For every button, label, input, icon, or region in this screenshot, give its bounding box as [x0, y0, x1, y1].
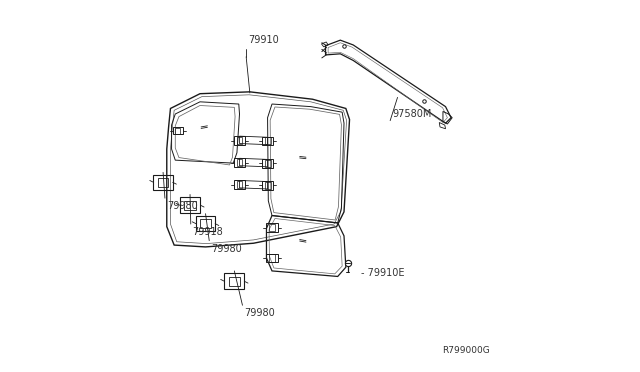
- Text: 79980: 79980: [211, 244, 242, 254]
- Text: 79980: 79980: [244, 308, 275, 318]
- Text: - 79910E: - 79910E: [360, 268, 404, 278]
- Text: 97580M: 97580M: [392, 109, 431, 119]
- Text: R799000G: R799000G: [442, 346, 490, 355]
- Text: 79910: 79910: [248, 35, 279, 45]
- Text: 79980: 79980: [167, 201, 198, 211]
- Text: 79918: 79918: [193, 227, 223, 237]
